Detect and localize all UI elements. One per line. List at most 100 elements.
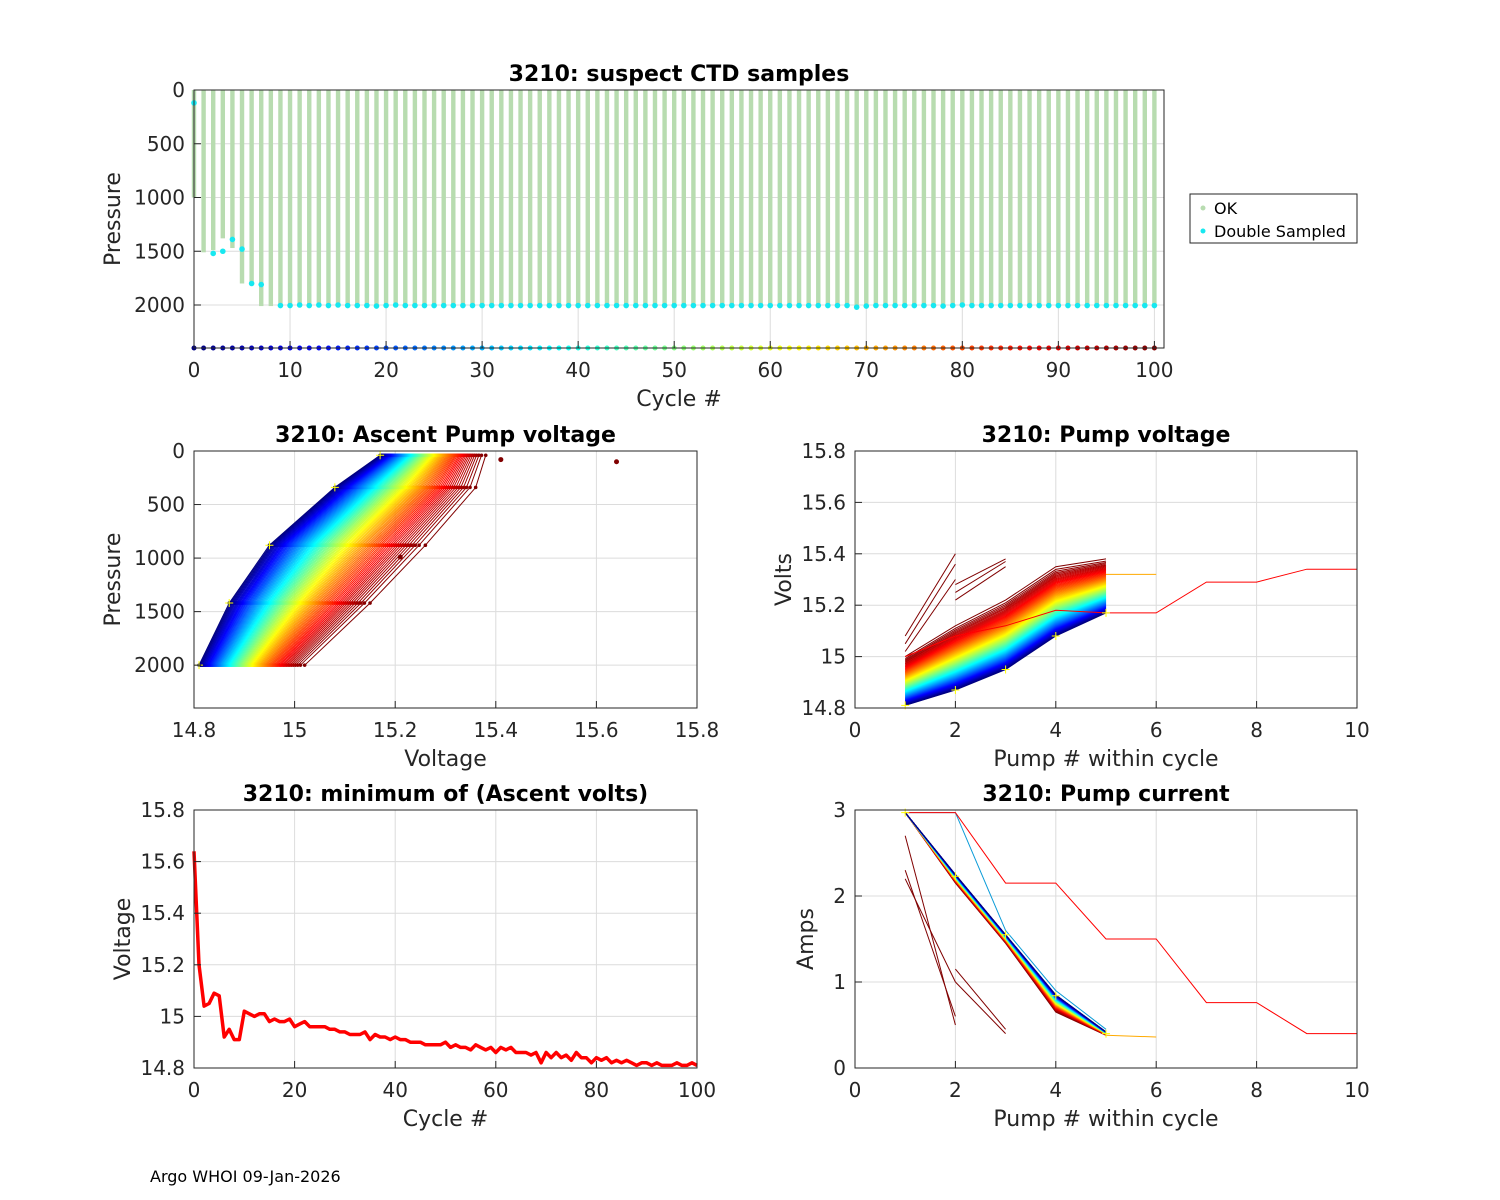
double-sampled-point [325,302,332,309]
y-tick-label: 1000 [134,546,185,570]
double-sampled-point [1055,302,1062,309]
ok-sample-column [575,90,581,307]
x-tick-label: 0 [188,358,201,382]
ok-sample-column [403,90,408,307]
x-tick-label: 70 [854,358,879,382]
early-cycle-line [955,981,1006,1034]
last-cycle-marker [376,451,385,460]
footer-caption: Argo WHOI 09-Jan-2026 [150,1167,341,1186]
ok-sample-column [1094,90,1099,307]
double-sampled-point [488,302,495,309]
ok-sample-column [768,90,773,307]
x-tick-label: 15.2 [373,718,418,742]
last-cycle-marker [1001,665,1010,674]
plot-layer [191,89,1164,351]
x-axis-label: Cycle # [636,387,722,412]
cycle-point [423,543,428,548]
ok-sample-column [460,90,466,307]
x-axis-label: Pump # within cycle [993,1107,1218,1132]
cycle-line [904,584,1107,681]
ok-sample-column [643,90,648,307]
ok-sample-column [335,90,341,307]
ok-sample-column [383,90,389,307]
double-sampled-point [844,302,850,309]
y-tick-label: 15.4 [801,542,846,566]
ok-sample-column [595,90,600,307]
legend-double-sampled-label: Double Sampled [1214,222,1346,241]
double-sampled-point [1026,302,1033,309]
chart-title: 3210: Pump voltage [982,423,1231,448]
double-sampled-point [652,302,658,309]
double-sampled-point [729,302,735,309]
double-sampled-point [527,302,533,309]
y-tick-label: 1500 [134,239,185,263]
outlier-point [614,459,620,465]
x-tick-label: 40 [565,358,590,382]
ok-sample-column [998,90,1003,307]
cycle-line [904,583,1107,680]
ok-sample-column [547,90,552,307]
ok-sample-column [652,90,658,307]
y-tick-label: 1500 [134,600,185,624]
ok-sample-column [307,90,312,307]
y-tick-label: 14.8 [140,1056,185,1080]
long-cycle-line [905,812,1357,1035]
double-sampled-point [536,302,543,309]
double-sampled-point [921,302,927,309]
double-sampled-point [469,302,476,309]
ok-sample-column [720,90,725,307]
x-tick-label: 15.8 [675,718,720,742]
double-sampled-point [277,302,284,309]
ok-sample-column [556,90,562,307]
ok-sample-column [489,90,494,307]
last-cycle-marker [951,872,960,881]
double-sampled-point [584,302,591,309]
double-sampled-point [959,302,966,308]
chart-title: 3210: minimum of (Ascent volts) [243,782,649,807]
y-tick-label: 2000 [134,293,185,317]
y-tick-label: 3 [833,798,846,822]
ok-sample-column [844,90,850,307]
ok-sample-column [1123,90,1128,307]
ok-sample-column [777,90,783,307]
y-tick-label: 15.2 [801,593,846,617]
double-sampled-point [594,302,601,309]
y-axis-label: Voltage [111,898,136,981]
early-cycle-line [904,878,956,983]
early-cycle-line [904,579,956,652]
ok-sample-column [1104,90,1109,307]
ok-sample-column [374,90,379,307]
cycle-line [904,577,1107,675]
ok-sample-column [854,90,859,307]
double-sampled-point [786,302,793,309]
last-cycle-marker [1051,632,1060,641]
ok-sample-column [787,90,792,307]
double-sampled-point [681,302,687,309]
early-cycle-line [904,563,956,645]
double-sampled-point [997,302,1004,309]
cycle-line [904,575,1107,673]
double-sampled-point [546,302,553,309]
ok-sample-column [940,90,946,307]
double-sampled-point [373,303,380,309]
x-tick-label: 0 [188,1078,201,1102]
y-tick-label: 15.6 [140,850,185,874]
cycle-point [464,485,469,490]
double-sampled-point [364,302,370,309]
ok-sample-column [1046,90,1051,307]
ok-sample-column [873,90,879,307]
double-sampled-point [700,302,706,309]
ok-sample-column [681,90,687,307]
y-tick-label: 15 [160,1004,185,1028]
x-tick-label: 40 [382,1078,407,1102]
ok-sample-column [748,90,754,307]
double-sampled-point [1065,302,1071,309]
ok-sample-column [470,90,475,307]
double-sampled-point [604,302,610,309]
ok-sample-column [988,90,994,307]
ok-sample-column [662,90,667,307]
double-sampled-point [1036,302,1042,309]
y-axis-label: Volts [772,553,797,606]
chart-pump-current: 0 2 4 6 8 10 0 1 2 3 3210: Pump current Pump # with… [794,782,1370,1132]
double-sampled-point [796,302,802,309]
